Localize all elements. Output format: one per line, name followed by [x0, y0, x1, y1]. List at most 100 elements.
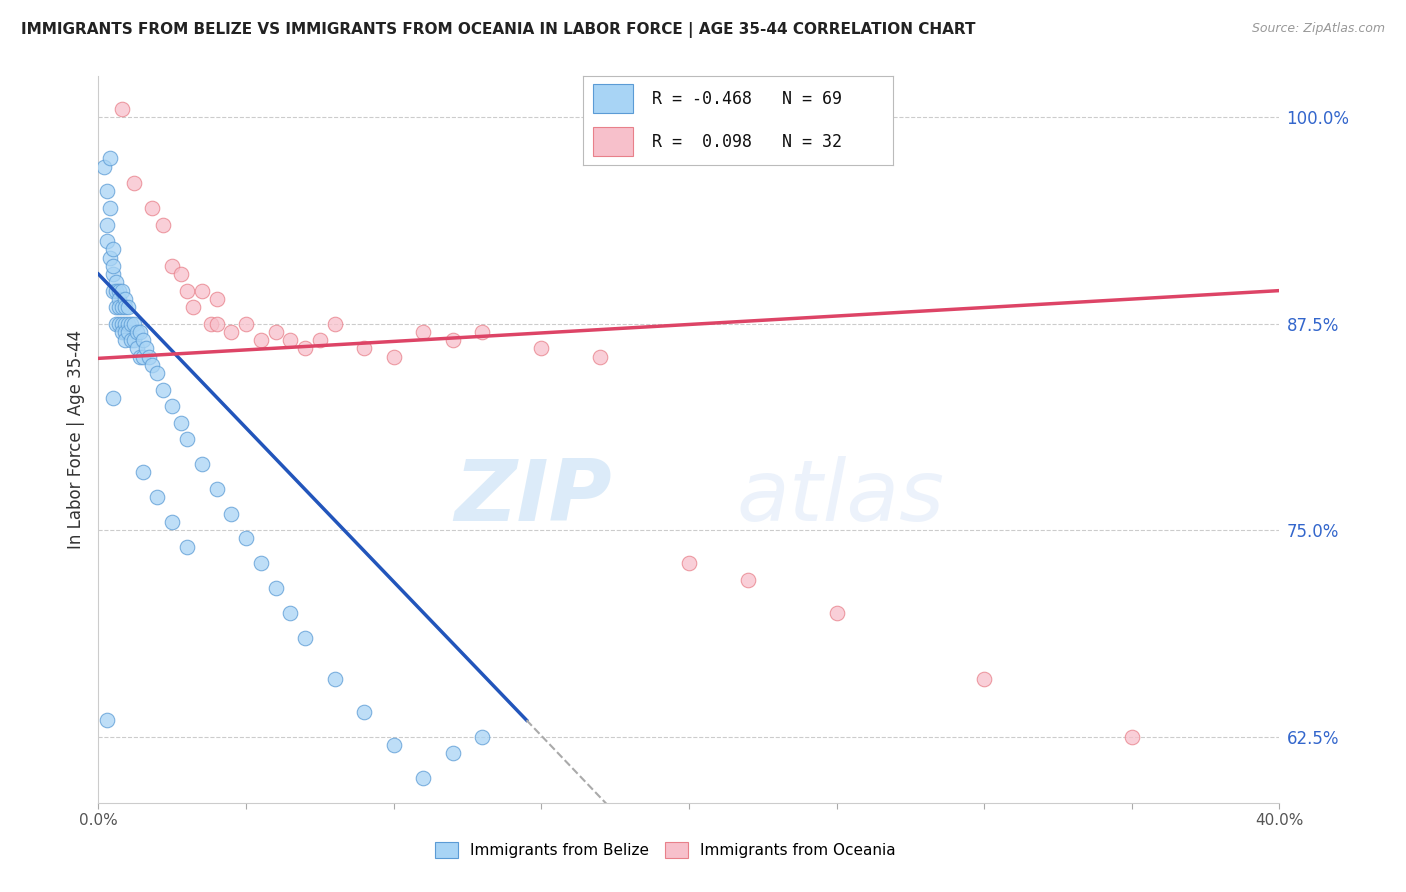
Point: [108, 317, 131, 331]
Point: [117, 317, 139, 331]
Point: [353, 705, 375, 719]
Point: [114, 292, 136, 306]
Legend: Immigrants from Belize, Immigrants from Oceania: Immigrants from Belize, Immigrants from …: [429, 836, 901, 864]
Point: [176, 432, 198, 446]
Point: [294, 342, 316, 356]
Point: [93, 160, 115, 174]
Point: [108, 292, 131, 306]
Point: [103, 284, 125, 298]
Text: R =  0.098   N = 32: R = 0.098 N = 32: [651, 133, 842, 151]
Point: [98, 152, 121, 166]
Point: [678, 556, 700, 570]
Point: [141, 201, 163, 215]
Point: [162, 515, 183, 529]
Point: [96, 185, 118, 199]
Point: [146, 490, 169, 504]
Point: [114, 333, 136, 347]
Point: [382, 738, 405, 752]
Point: [162, 399, 183, 413]
Point: [412, 325, 434, 339]
Point: [471, 730, 494, 744]
Point: [103, 267, 125, 281]
Point: [152, 218, 174, 232]
Point: [825, 606, 848, 620]
Point: [125, 342, 148, 356]
Point: [117, 325, 139, 339]
Point: [108, 300, 131, 314]
Point: [108, 284, 131, 298]
Text: Source: ZipAtlas.com: Source: ZipAtlas.com: [1251, 22, 1385, 36]
Point: [114, 317, 136, 331]
Point: [122, 333, 145, 347]
Point: [120, 317, 142, 331]
Point: [105, 276, 128, 290]
Point: [111, 102, 134, 116]
Point: [105, 284, 128, 298]
Point: [138, 350, 160, 364]
Point: [280, 606, 302, 620]
Point: [128, 350, 150, 364]
Point: [96, 713, 118, 727]
Point: [122, 176, 145, 190]
Point: [120, 333, 142, 347]
Point: [264, 581, 287, 595]
Point: [170, 267, 193, 281]
Point: [353, 342, 375, 356]
Text: atlas: atlas: [737, 456, 945, 539]
Point: [221, 325, 243, 339]
Point: [105, 317, 128, 331]
Point: [162, 259, 183, 273]
Point: [589, 350, 612, 364]
Text: ZIP: ZIP: [454, 456, 612, 539]
Point: [323, 672, 346, 686]
Point: [412, 771, 434, 785]
Point: [125, 325, 148, 339]
Point: [471, 325, 494, 339]
Point: [114, 325, 136, 339]
Point: [191, 284, 214, 298]
Point: [181, 300, 204, 314]
Point: [191, 457, 214, 471]
Point: [221, 507, 243, 521]
Point: [737, 573, 759, 587]
Point: [132, 350, 155, 364]
Point: [200, 317, 222, 331]
Point: [235, 532, 257, 546]
Point: [128, 325, 150, 339]
Point: [152, 383, 174, 397]
Point: [103, 242, 125, 256]
Point: [146, 366, 169, 380]
Point: [96, 218, 118, 232]
Point: [294, 631, 316, 645]
Point: [135, 342, 157, 356]
Point: [264, 325, 287, 339]
Point: [117, 300, 139, 314]
Point: [111, 284, 134, 298]
Point: [103, 259, 125, 273]
Bar: [593, 84, 633, 113]
Point: [280, 333, 302, 347]
Point: [205, 292, 228, 306]
Point: [235, 317, 257, 331]
Point: [176, 284, 198, 298]
Point: [141, 358, 163, 372]
Point: [1121, 730, 1143, 744]
Point: [122, 317, 145, 331]
Point: [323, 317, 346, 331]
Point: [111, 300, 134, 314]
Point: [98, 251, 121, 265]
Point: [103, 391, 125, 405]
Point: [309, 333, 332, 347]
Point: [441, 746, 464, 760]
Text: R = -0.468   N = 69: R = -0.468 N = 69: [651, 90, 842, 108]
Point: [205, 317, 228, 331]
Point: [441, 333, 464, 347]
Point: [382, 350, 405, 364]
Point: [250, 333, 273, 347]
Point: [98, 201, 121, 215]
Point: [114, 300, 136, 314]
Point: [205, 482, 228, 496]
Point: [132, 333, 155, 347]
Bar: [593, 127, 633, 156]
Text: IMMIGRANTS FROM BELIZE VS IMMIGRANTS FROM OCEANIA IN LABOR FORCE | AGE 35-44 COR: IMMIGRANTS FROM BELIZE VS IMMIGRANTS FRO…: [21, 22, 976, 38]
